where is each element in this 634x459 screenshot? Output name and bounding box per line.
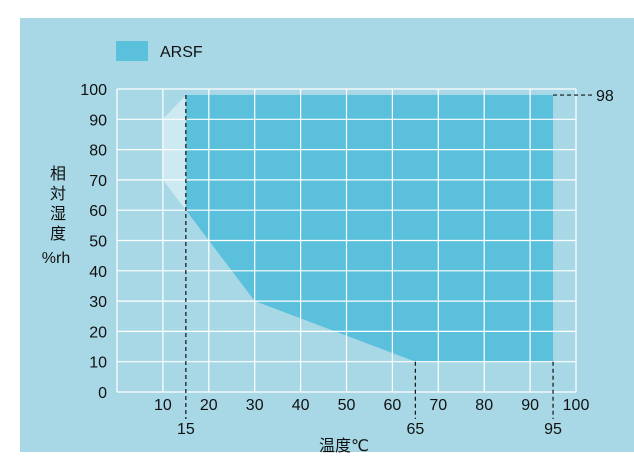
x-axis-title: 温度℃	[319, 437, 369, 455]
y-axis-title-char: 対	[50, 185, 66, 203]
x-tick-label: 50	[338, 397, 356, 414]
y-tick-label: 0	[98, 385, 107, 402]
ref-label-x: 65	[406, 421, 424, 438]
y-tick-label: 100	[80, 82, 107, 99]
chart-svg: ARSF 0 10 20 30 40 50 60 70 80 90 100 10 20 30 40 50 60 70…	[20, 18, 634, 455]
y-tick-label: 60	[89, 203, 107, 220]
y-axis-title-char: 湿	[50, 205, 66, 223]
legend-swatch	[116, 41, 148, 61]
y-axis-unit: %rh	[42, 250, 70, 267]
x-tick-label: 70	[429, 397, 447, 414]
x-tick-label: 20	[200, 397, 218, 414]
ref-label-x: 95	[544, 421, 562, 438]
y-tick-label: 70	[89, 173, 107, 190]
x-tick-label: 90	[521, 397, 539, 414]
y-tick-label: 80	[89, 143, 107, 160]
x-tick-label: 10	[154, 397, 172, 414]
ref-label-x: 15	[177, 421, 195, 438]
y-tick-label: 10	[89, 355, 107, 372]
x-tick-label: 80	[475, 397, 493, 414]
y-axis-title-char: 度	[50, 225, 66, 243]
y-tick-label: 30	[89, 294, 107, 311]
legend-label: ARSF	[160, 44, 203, 61]
y-tick-label: 90	[89, 112, 107, 129]
ref-label-y: 98	[596, 88, 614, 105]
x-tick-label: 100	[563, 397, 590, 414]
y-axis-title-char: 相	[50, 165, 66, 183]
y-tick-label: 40	[89, 264, 107, 281]
chart-panel: ARSF 0 10 20 30 40 50 60 70 80 90 100 10 20 30 40 50 60 70…	[10, 9, 634, 455]
x-tick-label: 60	[384, 397, 402, 414]
y-tick-label: 50	[89, 234, 107, 251]
y-tick-label: 20	[89, 324, 107, 341]
x-tick-label: 40	[292, 397, 310, 414]
x-tick-label: 30	[246, 397, 264, 414]
series-area-arsf	[185, 95, 554, 362]
